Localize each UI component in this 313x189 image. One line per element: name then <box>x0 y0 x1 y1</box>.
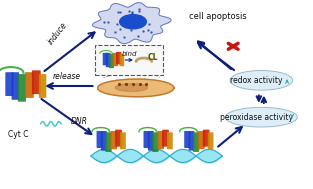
FancyBboxPatch shape <box>208 132 213 149</box>
FancyBboxPatch shape <box>109 54 114 68</box>
Text: CL: CL <box>147 53 158 62</box>
Text: release: release <box>53 72 81 81</box>
Ellipse shape <box>225 107 297 127</box>
Text: bind: bind <box>121 51 137 57</box>
FancyBboxPatch shape <box>157 131 164 149</box>
FancyBboxPatch shape <box>5 72 13 96</box>
FancyBboxPatch shape <box>101 131 107 151</box>
FancyBboxPatch shape <box>148 131 154 151</box>
FancyBboxPatch shape <box>18 74 26 102</box>
Text: induce: induce <box>46 20 69 46</box>
Polygon shape <box>93 3 171 44</box>
FancyBboxPatch shape <box>120 132 126 149</box>
Text: Cyt C: Cyt C <box>8 130 28 139</box>
FancyBboxPatch shape <box>188 131 194 151</box>
Ellipse shape <box>120 15 146 29</box>
FancyBboxPatch shape <box>12 72 19 100</box>
FancyBboxPatch shape <box>120 54 124 66</box>
FancyBboxPatch shape <box>106 53 110 67</box>
FancyBboxPatch shape <box>116 52 121 64</box>
FancyBboxPatch shape <box>95 45 163 75</box>
FancyBboxPatch shape <box>39 74 46 98</box>
FancyBboxPatch shape <box>103 53 108 65</box>
Text: cell apoptosis: cell apoptosis <box>189 12 247 21</box>
FancyBboxPatch shape <box>113 53 118 66</box>
Ellipse shape <box>230 70 293 90</box>
FancyBboxPatch shape <box>110 131 117 149</box>
FancyBboxPatch shape <box>162 130 169 147</box>
FancyBboxPatch shape <box>143 131 150 148</box>
FancyBboxPatch shape <box>167 132 173 149</box>
FancyBboxPatch shape <box>193 132 199 152</box>
Text: peroxidase activity: peroxidase activity <box>220 113 293 122</box>
FancyBboxPatch shape <box>115 130 122 147</box>
Text: redox activity: redox activity <box>230 76 283 85</box>
FancyBboxPatch shape <box>198 131 205 149</box>
Polygon shape <box>98 79 174 97</box>
FancyBboxPatch shape <box>203 130 209 147</box>
FancyBboxPatch shape <box>96 131 103 148</box>
FancyBboxPatch shape <box>152 132 158 152</box>
Polygon shape <box>115 84 148 91</box>
FancyBboxPatch shape <box>32 70 41 94</box>
FancyBboxPatch shape <box>25 72 34 98</box>
FancyBboxPatch shape <box>184 131 190 148</box>
FancyBboxPatch shape <box>105 132 111 152</box>
Text: DNR: DNR <box>70 117 87 126</box>
